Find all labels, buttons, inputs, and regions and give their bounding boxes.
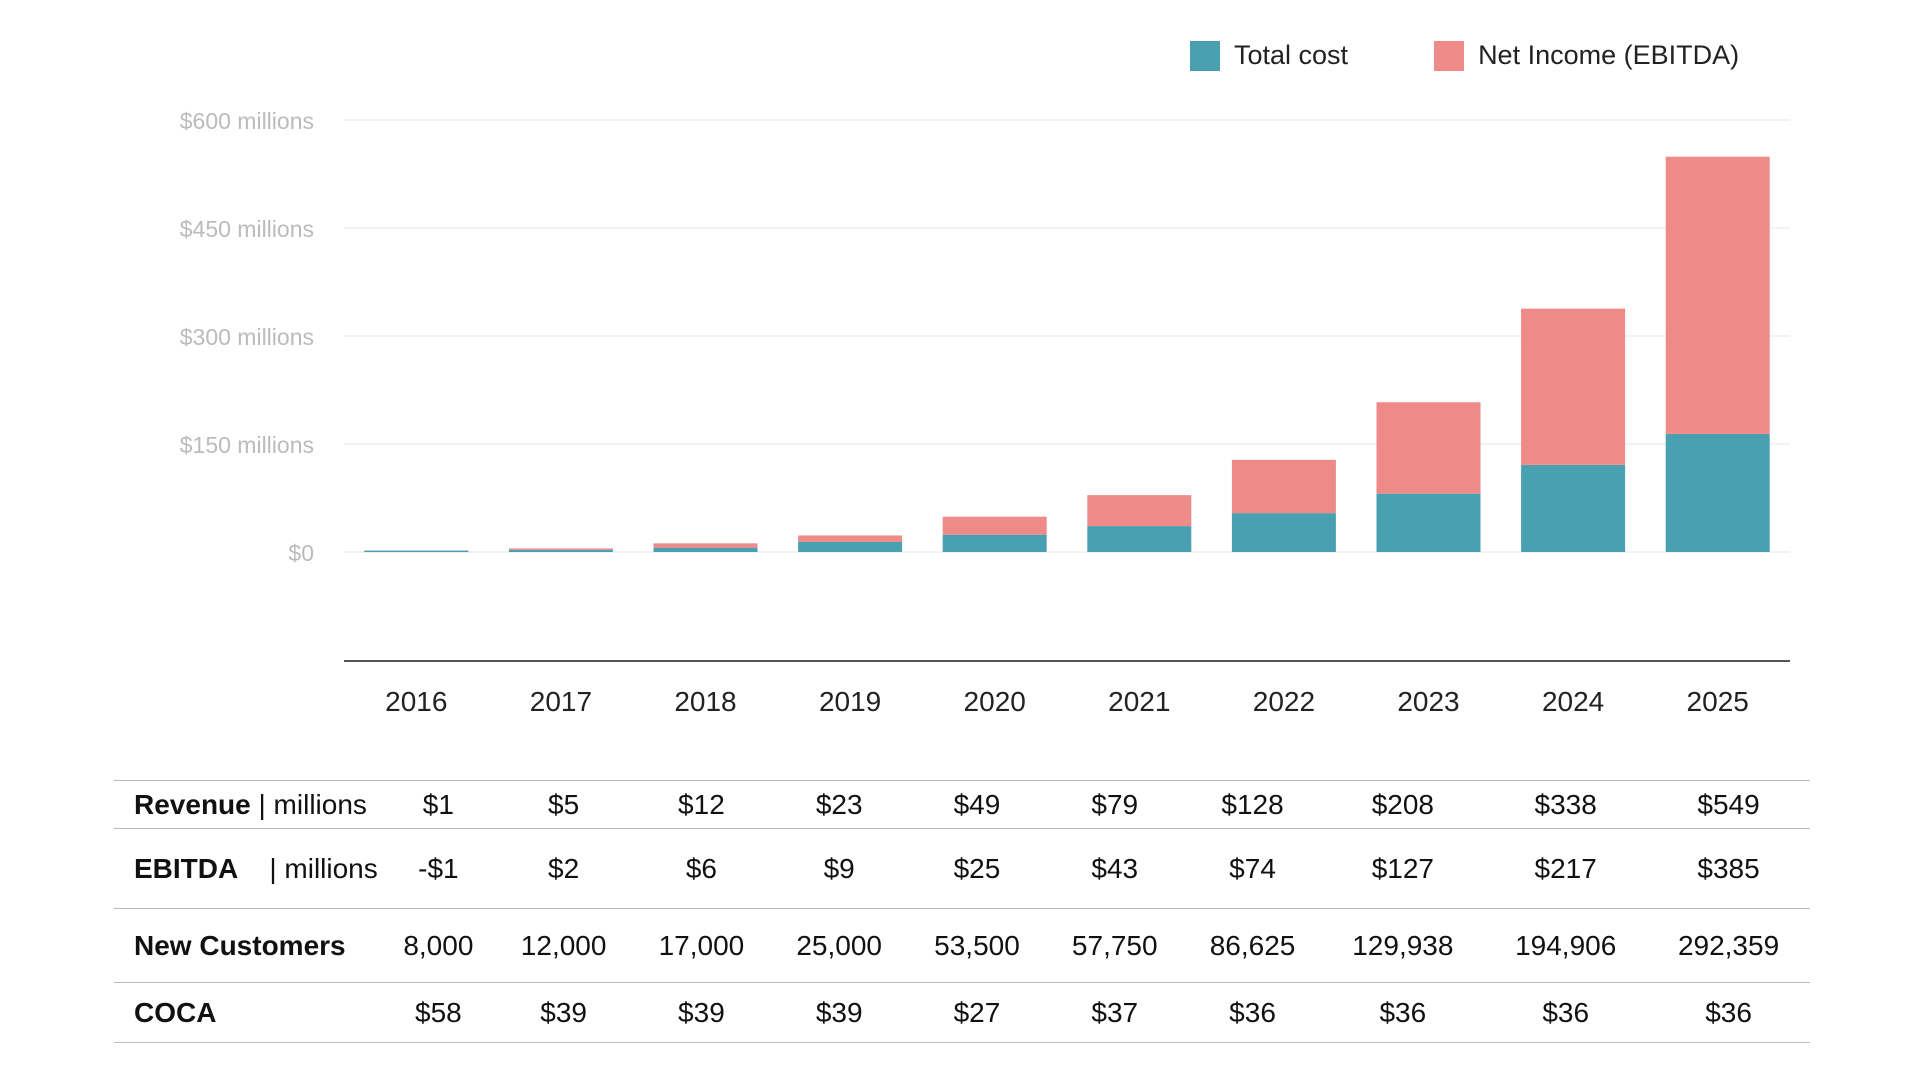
table-cell: 129,938 xyxy=(1352,929,1454,961)
x-tick-label: 2016 xyxy=(385,686,447,717)
legend-item-total-cost: Total cost xyxy=(1190,40,1348,71)
table-row: COCA $58 $39 $39 $39 $27 $37 $36 $36 $36 $36 xyxy=(114,982,1810,1043)
row-label-name: New Customers xyxy=(134,929,346,961)
row-label-name: COCA xyxy=(134,996,217,1028)
bar-net-income xyxy=(1376,402,1481,494)
legend-swatch-total-cost xyxy=(1190,40,1220,71)
row-label-unit: | millions xyxy=(238,852,378,884)
legend: Total cost Net Income (EBITDA) xyxy=(1190,40,1825,71)
table-cell: $385 xyxy=(1697,852,1760,884)
table-cell: $36 xyxy=(1705,996,1752,1028)
row-label: Revenue | millions xyxy=(114,781,382,829)
table-cell: 53,500 xyxy=(934,929,1020,961)
bar-total-cost xyxy=(1231,513,1336,552)
table-cell: $27 xyxy=(953,996,1001,1028)
bar-total-cost xyxy=(1665,433,1770,552)
table-cell: -$1 xyxy=(418,852,459,884)
bar-net-income xyxy=(653,543,758,548)
row-label: COCA xyxy=(114,983,382,1043)
table-cell: $217 xyxy=(1534,852,1597,884)
stacked-bar-chart: $0 $150 millions $300 millions $450 million… xyxy=(180,108,1790,717)
y-tick-label: $450 millions xyxy=(180,216,314,242)
bar-total-cost xyxy=(653,547,758,552)
y-tick-label: $150 millions xyxy=(180,432,314,458)
row-label: EBITDA | millions xyxy=(114,829,382,909)
bar-net-income xyxy=(798,535,903,542)
row-label-unit: | millions xyxy=(250,788,367,820)
x-tick-label: 2020 xyxy=(964,686,1026,717)
legend-item-net-income: Net Income (EBITDA) xyxy=(1434,40,1739,71)
financial-data-table: Revenue | millions $1 $5 $12 $23 $49 $79 $128 $2… xyxy=(114,780,1810,1043)
table-cell: $74 xyxy=(1229,852,1276,884)
table-cell: $338 xyxy=(1534,788,1597,820)
table-cell: $49 xyxy=(953,788,1001,820)
bar-net-income xyxy=(1665,156,1770,434)
x-tick-label: 2025 xyxy=(1687,686,1749,717)
bar-net-income xyxy=(508,548,613,550)
x-tick-label: 2018 xyxy=(674,686,736,717)
table-row: New Customers 8,000 12,000 17,000 25,000 53,5… xyxy=(114,908,1810,983)
table-cell: 292,359 xyxy=(1677,929,1780,961)
bar-total-cost xyxy=(364,550,469,553)
table-cell: $79 xyxy=(1091,788,1139,820)
table-row: EBITDA | millions -$1 $2 $6 $9 $25 $43 $74 $127 $… xyxy=(114,828,1810,909)
table-cell: $23 xyxy=(815,788,863,820)
table-cell: 194,906 xyxy=(1515,929,1617,961)
table-cell: $36 xyxy=(1542,996,1590,1028)
table-cell: $208 xyxy=(1371,788,1434,820)
table-cell: $549 xyxy=(1697,788,1760,820)
table-cell: $36 xyxy=(1379,996,1427,1028)
table-cell: $39 xyxy=(540,996,587,1028)
table-cell: $1 xyxy=(422,788,454,820)
row-label-name: EBITDA xyxy=(134,852,239,884)
bar-total-cost xyxy=(798,541,903,552)
table-cell: $36 xyxy=(1229,996,1276,1028)
table-cell: $43 xyxy=(1091,852,1139,884)
table-cell: 17,000 xyxy=(658,929,745,961)
table-cell: $12 xyxy=(678,788,725,820)
legend-label-net-income: Net Income (EBITDA) xyxy=(1478,40,1740,70)
table-cell: $58 xyxy=(415,996,462,1028)
y-tick-label: $600 millions xyxy=(180,108,314,134)
x-tick-label: 2024 xyxy=(1542,686,1604,717)
bar-total-cost xyxy=(1521,464,1626,552)
bar-total-cost xyxy=(1087,526,1192,552)
x-tick-label: 2017 xyxy=(530,686,592,717)
bar-net-income xyxy=(1231,459,1336,514)
bar-total-cost xyxy=(942,534,1047,552)
table-cell: 86,625 xyxy=(1209,929,1296,961)
table-cell: $128 xyxy=(1221,788,1284,820)
table-cell: $2 xyxy=(548,852,580,884)
bar-net-income xyxy=(1087,495,1192,527)
table-cell: $25 xyxy=(953,852,1001,884)
table-cell: 12,000 xyxy=(520,929,607,961)
table-row: Revenue | millions $1 $5 $12 $23 $49 $79 $128 $2… xyxy=(114,780,1810,829)
y-tick-label: $0 xyxy=(288,540,314,566)
legend-swatch-net-income xyxy=(1434,40,1465,71)
bar-net-income xyxy=(1521,308,1626,465)
x-tick-label: 2021 xyxy=(1108,686,1170,717)
bar-net-income xyxy=(942,516,1047,535)
x-tick-label: 2019 xyxy=(819,686,881,717)
table-cell: 25,000 xyxy=(796,929,882,961)
row-label-name: Revenue xyxy=(134,788,251,820)
table-cell: $127 xyxy=(1371,852,1434,884)
table-cell: $5 xyxy=(548,788,580,820)
table-cell: 57,750 xyxy=(1071,929,1158,961)
legend-label-total-cost: Total cost xyxy=(1234,40,1349,70)
table-cell: $6 xyxy=(685,852,717,884)
table-cell: $9 xyxy=(823,852,855,884)
row-label: New Customers xyxy=(114,909,382,983)
x-tick-label: 2022 xyxy=(1253,686,1315,717)
bar-total-cost xyxy=(508,549,613,552)
y-tick-label: $300 millions xyxy=(180,324,314,350)
table-cell: $37 xyxy=(1091,996,1139,1028)
x-tick-label: 2023 xyxy=(1397,686,1459,717)
bar-total-cost xyxy=(1376,493,1481,552)
table-cell: 8,000 xyxy=(403,929,474,961)
table-cell: $39 xyxy=(815,996,863,1028)
table-cell: $39 xyxy=(678,996,725,1028)
